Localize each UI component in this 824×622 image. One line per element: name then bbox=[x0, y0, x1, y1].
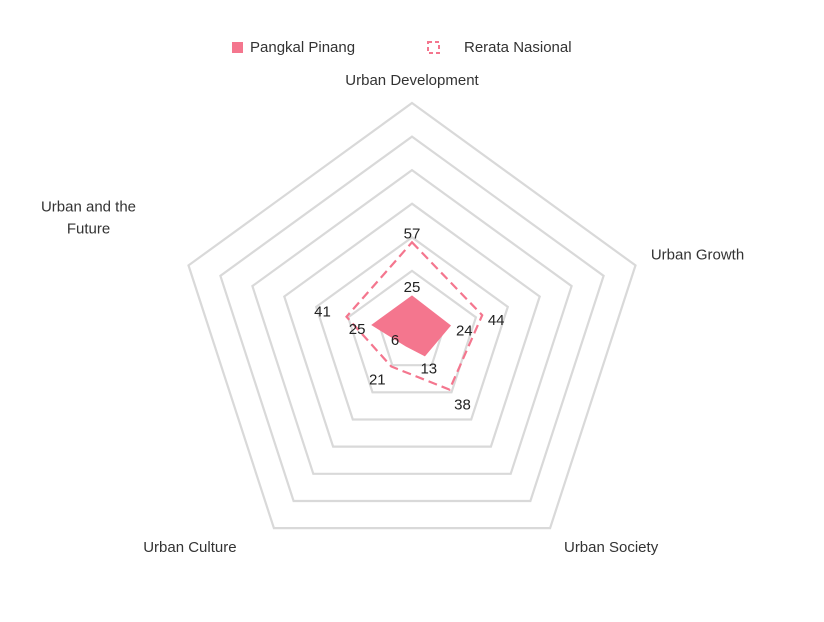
axis-labels: Urban Development Urban Growth Urban Socie… bbox=[41, 72, 744, 556]
category-label: Urban Growth bbox=[651, 246, 744, 263]
legend: Pangkal Pinang Rerata Nasional bbox=[232, 39, 572, 56]
data-label: 44 bbox=[488, 312, 505, 329]
grid-ring bbox=[283, 202, 541, 448]
series-rerata-nasional-line bbox=[345, 240, 484, 392]
data-label: 57 bbox=[404, 225, 421, 242]
data-label: 25 bbox=[404, 279, 421, 296]
data-label: 25 bbox=[349, 321, 366, 338]
data-label: 13 bbox=[420, 361, 437, 378]
grid-ring bbox=[314, 235, 510, 421]
radar-grid bbox=[187, 101, 637, 530]
grid-ring bbox=[251, 168, 573, 475]
data-label: 21 bbox=[369, 371, 386, 388]
category-label: Urban Culture bbox=[143, 539, 236, 556]
grid-ring bbox=[187, 101, 637, 530]
data-labels: 25 24 13 6 25 57 44 38 21 41 bbox=[314, 225, 504, 413]
legend-swatch-filled bbox=[232, 42, 243, 53]
legend-label: Rerata Nasional bbox=[464, 39, 572, 56]
data-label: 6 bbox=[391, 332, 399, 349]
data-label: 38 bbox=[454, 397, 471, 414]
category-label: Urban Development bbox=[345, 72, 479, 89]
data-label: 41 bbox=[314, 304, 331, 321]
grid-ring bbox=[346, 269, 478, 394]
legend-label: Pangkal Pinang bbox=[250, 39, 355, 56]
series-pangkal-pinang-area bbox=[371, 295, 452, 357]
category-label: Urban and the Future bbox=[41, 198, 136, 237]
data-label: 24 bbox=[456, 323, 473, 340]
grid-ring bbox=[219, 135, 605, 503]
legend-swatch-dashed bbox=[427, 41, 440, 54]
series-layer bbox=[345, 240, 484, 392]
category-label: Urban Society bbox=[564, 539, 659, 556]
